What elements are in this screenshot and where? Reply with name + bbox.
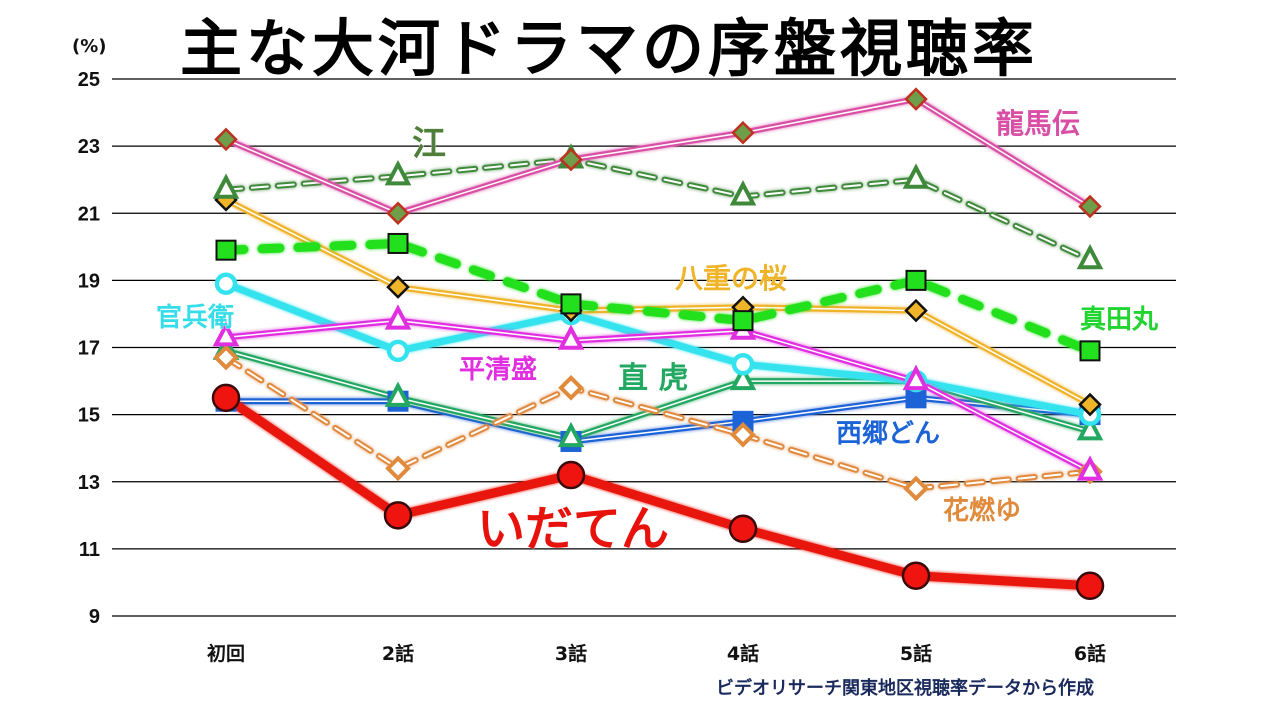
data-point: [731, 120, 755, 145]
series-label: 西郷どん: [836, 419, 940, 449]
line-outer: [224, 96, 1092, 217]
data-point: [212, 173, 240, 199]
data-point: [559, 147, 583, 172]
y-axis-unit-label: (%): [72, 36, 107, 57]
data-point: [902, 163, 930, 189]
series-label: 平清盛: [459, 354, 537, 385]
data-point: [386, 339, 410, 363]
data-point: [212, 321, 240, 347]
series-line-花燃ゆ: [223, 354, 1093, 492]
x-tick-label: 初回: [207, 642, 245, 665]
data-point: [902, 364, 930, 391]
source-note: ビデオリサーチ関東地区視聴率データから作成: [716, 677, 1094, 699]
y-tick-label: 9: [89, 606, 100, 628]
series-markers: [211, 87, 1105, 601]
data-point: [1079, 340, 1101, 362]
data-point: [387, 232, 409, 254]
x-axis-ticks: 初回 2話 3話 4話 5話 6話: [207, 642, 1106, 665]
series-line-官兵衛: [224, 280, 1091, 419]
series-lines: [221, 96, 1095, 591]
series-label: 龍馬伝: [996, 107, 1080, 140]
series-markers-いだてん: [211, 383, 1105, 601]
data-point: [383, 501, 413, 530]
series-line-龍馬伝: [224, 96, 1092, 217]
series-label: 官兵衛: [156, 302, 234, 333]
y-tick-label: 15: [78, 405, 100, 427]
data-point: [213, 344, 239, 371]
data-point: [1076, 455, 1104, 481]
data-point: [557, 421, 585, 448]
data-point: [215, 239, 237, 261]
x-tick-label: 6話: [1074, 642, 1106, 665]
data-point: [214, 272, 238, 295]
series-label: 江: [412, 124, 446, 164]
data-point: [386, 201, 410, 226]
data-point: [729, 364, 757, 391]
line-inner: [225, 356, 1091, 490]
x-tick-label: 5話: [900, 642, 932, 665]
data-point: [556, 460, 586, 490]
line-inner: [226, 397, 1091, 443]
series-markers-龍馬伝: [214, 87, 1102, 226]
y-tick-label: 23: [78, 136, 100, 158]
series-markers-真田丸: [215, 232, 1101, 362]
series-markers-江: [212, 143, 1104, 270]
series-label: いだてん: [477, 501, 669, 557]
data-point: [728, 514, 758, 543]
data-point: [384, 381, 412, 407]
data-point: [903, 475, 929, 502]
line-inner: [225, 98, 1091, 215]
line-inner: [225, 158, 1091, 262]
data-point: [211, 383, 241, 413]
series-line-西郷どん: [226, 394, 1091, 445]
x-tick-label: 4話: [727, 642, 759, 665]
data-point: [384, 160, 412, 186]
series-markers-八重の桜: [214, 188, 1102, 417]
data-point: [557, 324, 585, 350]
x-tick-label: 3話: [555, 642, 587, 665]
data-point: [730, 421, 756, 448]
series-line-いだてん: [223, 394, 1091, 591]
data-point: [731, 353, 755, 376]
y-tick-label: 21: [78, 203, 100, 225]
y-axis-ticks: 25 23 21 19 17 15 13 11 9: [78, 69, 100, 628]
line: [224, 280, 1091, 419]
line-inner: [225, 319, 1091, 473]
y-tick-label: 17: [78, 338, 100, 360]
data-point: [560, 293, 582, 315]
data-point: [729, 180, 757, 206]
x-tick-label: 2話: [382, 642, 414, 665]
y-tick-label: 25: [78, 69, 100, 91]
y-tick-label: 19: [78, 270, 100, 292]
data-point: [214, 127, 238, 152]
data-point: [732, 310, 754, 332]
series-label: 八重の桜: [675, 262, 787, 295]
data-point: [1076, 415, 1104, 441]
chart-title: 主な大河ドラマの序盤視聴率: [180, 12, 1038, 85]
series-line-真田丸: [221, 238, 1095, 356]
data-point: [904, 298, 928, 323]
data-point: [1078, 194, 1102, 219]
data-point: [1076, 243, 1104, 270]
data-point: [1078, 392, 1102, 417]
series-line-平清盛: [225, 317, 1092, 475]
data-point: [904, 87, 928, 111]
series-line-江: [223, 156, 1093, 264]
data-point: [558, 374, 584, 401]
y-tick-label: 11: [79, 539, 100, 561]
line: [223, 394, 1091, 591]
series-label: 花燃ゆ: [943, 496, 1021, 526]
data-point: [1075, 571, 1105, 601]
data-point: [385, 455, 411, 482]
series-label: 直 虎: [618, 361, 688, 396]
series-label: 真田丸: [1080, 305, 1159, 335]
data-point: [386, 275, 410, 299]
data-point: [905, 269, 927, 291]
data-point: [901, 561, 931, 590]
data-point: [384, 304, 412, 330]
line: [221, 238, 1095, 356]
y-tick-label: 13: [78, 472, 100, 494]
